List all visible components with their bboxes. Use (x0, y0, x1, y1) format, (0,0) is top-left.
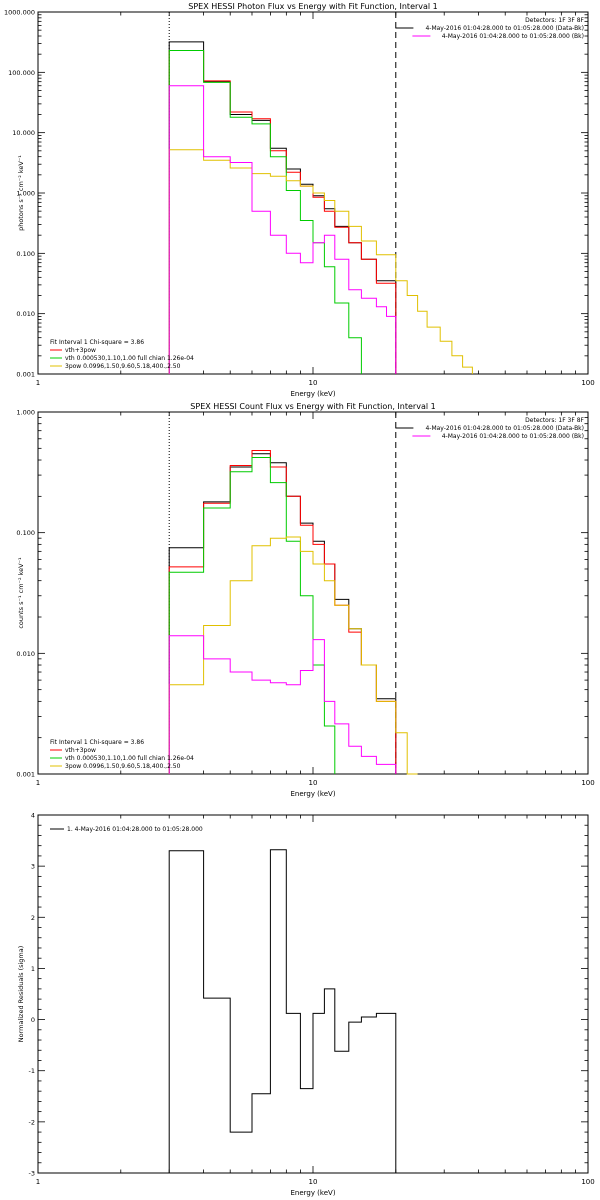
chart-title: SPEX HESSI Photon Flux vs Energy with Fi… (188, 2, 438, 11)
legend-text: vth 0.000530,1.10,1.00 full chian 1.26e-… (65, 355, 194, 362)
series-line-1 (168, 453, 397, 774)
y-tick-label: 1000.000 (4, 9, 35, 17)
series-line-1 (168, 849, 397, 1173)
legend-text: 3pow 0.0996,1.50,9.60,5.18,400.,2.50 (65, 763, 181, 770)
y-tick-label: 0 (31, 1016, 35, 1024)
legend-text: 4-May-2016 01:04:28.000 to 01:05:28.000 … (442, 433, 584, 440)
y-tick-label: 0.010 (16, 310, 35, 318)
x-tick-label: 1 (36, 1178, 40, 1186)
x-tick-label: 1 (36, 779, 40, 787)
x-tick-label: 10 (309, 379, 318, 387)
series-line-3 (168, 50, 362, 374)
legend-text: 3pow 0.0996,1.50,9.60,5.18,400.,2.50 (65, 363, 181, 370)
series-line-2 (168, 450, 397, 774)
x-axis-label: Energy (keV) (290, 790, 335, 798)
x-tick-label: 100 (581, 379, 594, 387)
legend-text: vth+3pow (65, 347, 96, 354)
y-tick-label: 100.000 (8, 69, 35, 77)
y-axis-label: Normalized Residuals (sigma) (17, 946, 25, 1043)
legend-text: 4-May-2016 01:04:28.000 to 01:05:28.000 … (425, 425, 584, 432)
plot-frame (37, 411, 589, 775)
y-tick-label: 2 (31, 914, 35, 922)
series-line-4 (168, 536, 418, 775)
y-tick-label: -1 (29, 1067, 35, 1075)
x-axis-label: Energy (keV) (290, 390, 335, 398)
y-axis-label: counts s⁻¹ cm⁻² keV⁻¹ (17, 557, 25, 629)
y-axis-label: photons s⁻¹ cm⁻² keV⁻¹ (17, 155, 25, 231)
y-tick-label: -3 (29, 1170, 35, 1178)
legend-text: Detectors: 1F 3F 8F (525, 17, 584, 24)
legend-text: 4-May-2016 01:04:28.000 to 01:05:28.000 … (442, 33, 584, 40)
y-tick-label: 0.001 (16, 371, 35, 379)
y-tick-label: 1.000 (16, 409, 35, 417)
plot-3 (37, 814, 589, 1174)
y-tick-label: 1.000 (16, 190, 35, 198)
series-line-3 (168, 457, 336, 774)
y-tick-label: 1 (31, 965, 35, 973)
x-tick-label: 100 (581, 1178, 594, 1186)
legend-text: 4-May-2016 01:04:28.000 to 01:05:28.000 … (425, 25, 584, 32)
series-line-5 (168, 635, 397, 774)
y-tick-label: 0.100 (16, 529, 35, 537)
y-tick-label: 10.000 (12, 129, 35, 137)
x-axis-label: Energy (keV) (290, 1189, 335, 1197)
plot-1 (37, 11, 589, 375)
legend-text: vth+3pow (65, 747, 96, 754)
y-tick-label: 0.001 (16, 771, 35, 779)
legend-text: 1. 4-May-2016 01:04:28.000 to 01:05:28.0… (67, 826, 203, 833)
chart-title: SPEX HESSI Count Flux vs Energy with Fit… (190, 402, 435, 411)
x-tick-label: 10 (309, 779, 318, 787)
legend-text: vth 0.000530,1.10,1.00 full chian 1.26e-… (65, 755, 194, 762)
x-tick-label: 1 (36, 379, 40, 387)
y-tick-label: 0.010 (16, 650, 35, 658)
legend-header: Fit Interval 1 Chi-square = 3.86 (50, 339, 144, 346)
y-tick-label: 4 (31, 812, 35, 820)
series-line-5 (168, 85, 397, 374)
x-tick-label: 10 (309, 1178, 318, 1186)
legend-text: Detectors: 1F 3F 8F (525, 417, 584, 424)
y-tick-label: -2 (29, 1118, 35, 1126)
plot-2 (37, 411, 589, 775)
y-tick-label: 3 (31, 863, 35, 871)
plot-frame (37, 814, 589, 1174)
x-tick-label: 100 (581, 779, 594, 787)
legend-header: Fit Interval 1 Chi-square = 3.86 (50, 739, 144, 746)
series-line-4 (168, 149, 473, 374)
y-tick-label: 0.100 (16, 250, 35, 258)
